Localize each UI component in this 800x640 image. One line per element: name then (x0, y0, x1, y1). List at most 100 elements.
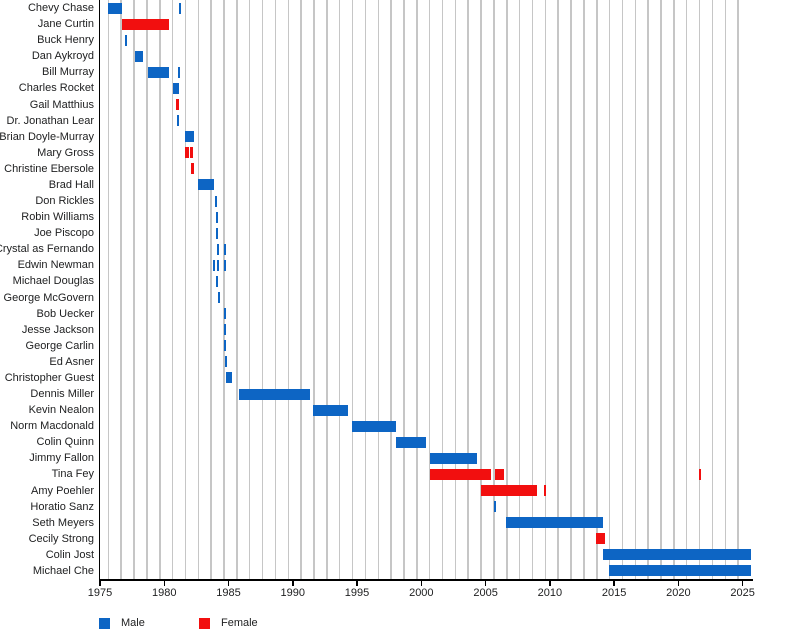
x-axis-tick-label: 2025 (730, 587, 755, 599)
timeline-bar (175, 99, 180, 111)
timeline-event-tick (216, 243, 219, 255)
gridline (531, 0, 534, 579)
x-axis-tick-label: 1990 (280, 587, 306, 599)
gridline (171, 0, 174, 579)
x-axis-tick-label: 1975 (87, 587, 113, 599)
gridline (313, 0, 315, 579)
gridline (416, 0, 418, 579)
row-label: Dennis Miller (30, 388, 94, 400)
timeline-bar (312, 404, 349, 416)
legend-male-swatch (99, 618, 110, 629)
row-label: Brad Hall (48, 178, 94, 191)
timeline-event-tick (215, 275, 218, 287)
row-label: Cecily Strong (28, 532, 94, 545)
timeline-event-tick (177, 115, 180, 127)
x-axis-tick (613, 580, 615, 586)
timeline-bar (198, 179, 214, 191)
row-label: Christopher Guest (4, 371, 94, 384)
timeline-bar (107, 2, 123, 14)
gridline (403, 0, 405, 579)
timeline-bar (602, 549, 751, 561)
gridline (596, 0, 598, 579)
timeline-bar (238, 388, 311, 400)
gridline (236, 0, 238, 579)
timeline-event-tick (224, 356, 227, 368)
timeline-event-tick (178, 2, 181, 14)
row-label: Joe Piscopo (34, 227, 94, 240)
row-label: Colin Jost (45, 548, 94, 561)
timeline-bar (429, 468, 491, 480)
x-axis-line (98, 579, 753, 581)
row-label: George McGovern (3, 291, 94, 304)
timeline-bar (173, 82, 180, 94)
x-axis-tick (99, 580, 101, 586)
legend-male-label: Male (121, 617, 145, 629)
legend: Male Female (0, 617, 800, 631)
x-axis-tick (484, 580, 487, 586)
gridline (377, 0, 379, 579)
x-axis-tick (292, 580, 294, 586)
gridline (261, 0, 264, 579)
x-axis-tick-label: 2000 (409, 587, 434, 599)
gridline (608, 0, 611, 579)
row-label: Don Rickles (35, 195, 94, 207)
timeline-event-tick (223, 324, 226, 336)
row-label: Jesse Jackson (21, 323, 94, 336)
row-label: Charles Rocket (18, 82, 94, 95)
gridline (159, 0, 161, 579)
x-axis-tick (741, 580, 744, 586)
gridline (673, 0, 675, 579)
x-axis-tick (356, 580, 358, 586)
row-label: Tina Fey (51, 468, 94, 481)
gridline (390, 0, 392, 579)
timeline-event-tick (213, 259, 216, 271)
gridline (428, 0, 431, 579)
row-label: Ed Asner (49, 355, 94, 368)
timeline-event-tick (223, 243, 226, 255)
timeline-event-tick (223, 308, 226, 320)
gridline (197, 0, 200, 579)
timeline-bar (494, 468, 504, 480)
gridline (210, 0, 212, 579)
plot-area (100, 0, 751, 579)
row-label: Mary Gross (37, 146, 94, 159)
gridline (685, 0, 688, 579)
row-label: Bob Uecker (36, 307, 94, 320)
gridline (146, 0, 148, 579)
row-label: Seth Meyers (32, 516, 94, 529)
gridline (711, 0, 714, 579)
gridline (621, 0, 624, 579)
gridline (467, 0, 469, 579)
x-axis-tick (420, 580, 423, 586)
row-label: Jane Curtin (37, 18, 94, 31)
timeline-event-tick (223, 259, 226, 271)
gridline (583, 0, 585, 579)
x-axis-tick-label: 1980 (152, 587, 177, 599)
gridline (724, 0, 727, 579)
x-axis-tick-label: 2015 (601, 587, 627, 599)
gridline (300, 0, 302, 579)
row-label: Gail Matthius (29, 98, 94, 111)
timeline-event-tick (215, 195, 218, 207)
x-axis-tick (163, 580, 165, 586)
row-label: Jimmy Fallon (29, 452, 94, 465)
row-label: Edwin Newman (17, 259, 94, 272)
row-label: Dan Aykroyd (31, 50, 94, 63)
row-label: Colin Quinn (36, 436, 94, 449)
row-label: Bill Murray (42, 66, 94, 79)
timeline-bar (225, 372, 233, 384)
timeline-event-tick (699, 468, 702, 480)
timeline-bar (191, 163, 194, 175)
timeline-event-tick (178, 66, 181, 78)
gridline (364, 0, 367, 579)
gridline (184, 0, 187, 579)
row-label: Michael Che (32, 564, 94, 577)
timeline-event-tick (217, 292, 220, 304)
row-label: Chevy Chase (27, 2, 94, 14)
timeline-event-tick (125, 34, 128, 46)
row-label: Norm Macdonald (10, 420, 94, 433)
x-axis-tick (677, 580, 680, 586)
gridline (454, 0, 457, 579)
gridline (133, 0, 135, 579)
x-axis-tick-label: 1995 (344, 587, 370, 599)
